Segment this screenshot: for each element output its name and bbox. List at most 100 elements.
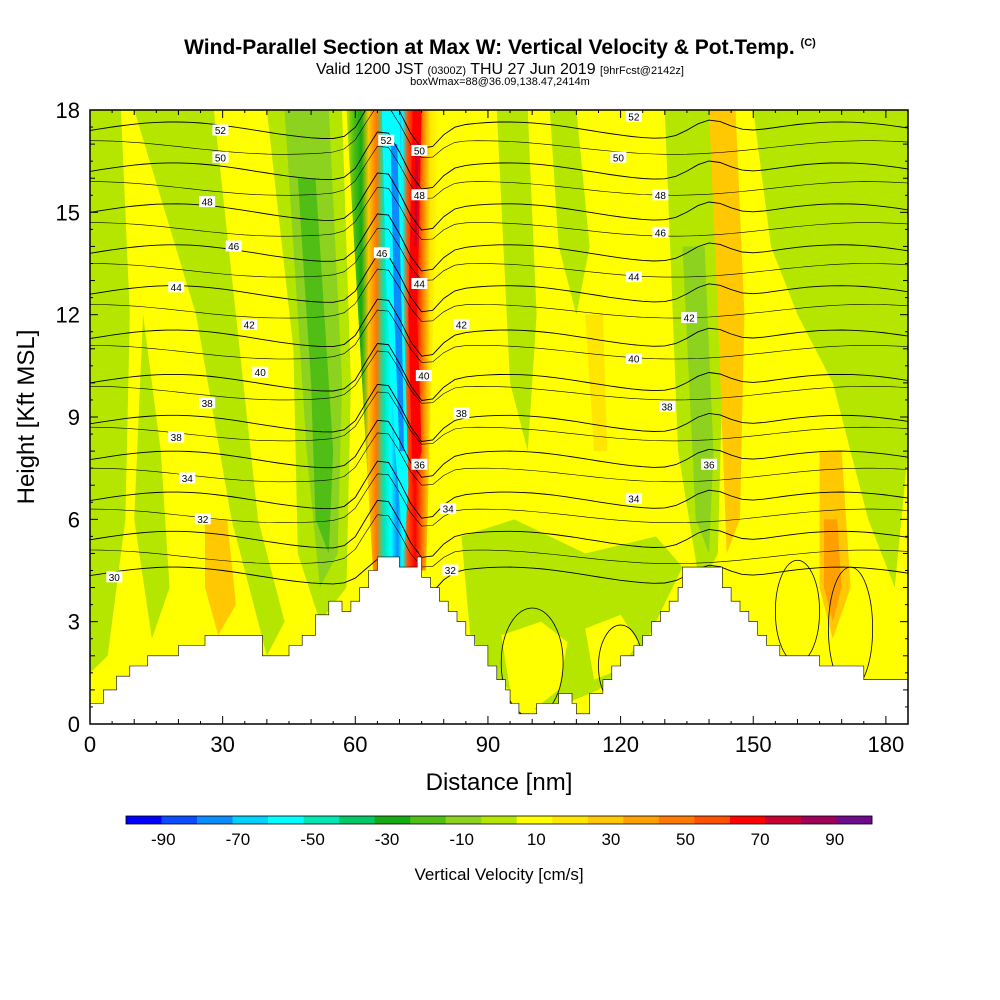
isentrope-label-text: 52 bbox=[381, 136, 393, 147]
isentrope-label-text: 44 bbox=[171, 283, 183, 294]
isentrope bbox=[90, 558, 908, 595]
colorbar-tick-label: 70 bbox=[751, 830, 770, 849]
x-tick-label: 90 bbox=[476, 732, 500, 757]
velocity-field bbox=[90, 110, 908, 724]
copyright-mark: (C) bbox=[800, 37, 816, 49]
chart-title: Wind-Parallel Section at Max W: Vertical… bbox=[0, 36, 1000, 60]
isentrope-minor bbox=[90, 309, 908, 363]
isentrope-label: 42 bbox=[241, 318, 258, 331]
colorbar-tick-label: 90 bbox=[825, 830, 844, 849]
colorbar: -90 -70 -50 -30 -10 10 30 50 70 90 bbox=[125, 815, 873, 849]
isentrope-label: 40 bbox=[252, 366, 269, 379]
velocity-region bbox=[501, 621, 568, 711]
isentrope-label-bg bbox=[194, 513, 211, 525]
colorbar-tick-label: 30 bbox=[601, 830, 620, 849]
velocity-region bbox=[297, 178, 334, 554]
isentrope-label-bg bbox=[225, 240, 242, 252]
isentrope-label: 34 bbox=[179, 472, 196, 485]
isentrope-label-text: 48 bbox=[202, 198, 214, 209]
isentrope-label-text: 42 bbox=[456, 320, 468, 331]
x-tick-label: 30 bbox=[210, 732, 234, 757]
terrain-profile bbox=[90, 556, 908, 724]
velocity-region bbox=[682, 246, 714, 554]
chart-title-text: Wind-Parallel Section at Max W: Vertical… bbox=[184, 36, 795, 59]
isentrope-label-bg bbox=[652, 226, 669, 238]
isentrope-label: 38 bbox=[453, 407, 470, 420]
isentrope-label-text: 34 bbox=[443, 505, 455, 516]
isentrope-label-text: 52 bbox=[628, 112, 640, 123]
isentrope-label-text: 44 bbox=[414, 279, 426, 290]
isentrope-label: 42 bbox=[681, 312, 698, 325]
colorbar-tick-label: -90 bbox=[151, 830, 176, 849]
velocity-region bbox=[496, 110, 537, 452]
isentrope-minor bbox=[90, 350, 908, 404]
colorbar-swatch bbox=[800, 816, 837, 824]
isentrope-minor bbox=[90, 391, 908, 445]
colorbar-swatch bbox=[339, 816, 375, 824]
isentrope-label-bg bbox=[199, 397, 216, 409]
isentrope-label: 40 bbox=[625, 353, 642, 366]
isentrope-label: 46 bbox=[373, 247, 390, 260]
isentrope-label-bg bbox=[625, 492, 642, 504]
colorbar-swatch bbox=[410, 816, 447, 824]
isentrope-label-text: 46 bbox=[655, 228, 667, 239]
isentrope-label-bg bbox=[453, 318, 470, 330]
colorbar-swatch bbox=[268, 816, 304, 824]
isentrope bbox=[90, 460, 908, 519]
isentrope bbox=[90, 254, 908, 313]
isentrope-label-text: 32 bbox=[445, 566, 457, 577]
chart-subtitle: Valid 1200 JST (0300Z) THU 27 Jun 2019 [… bbox=[0, 61, 1000, 79]
velocity-region bbox=[90, 110, 130, 673]
isentrope-label-bg bbox=[659, 400, 676, 412]
forecast-info: [9hrFcst@2142z] bbox=[600, 65, 684, 77]
isentrope bbox=[90, 343, 908, 401]
isentrope-label: 38 bbox=[659, 400, 676, 413]
y-tick-label: 0 bbox=[68, 712, 80, 737]
isentrope-label-text: 42 bbox=[244, 320, 256, 331]
isentrope-label-text: 38 bbox=[456, 409, 468, 420]
isentrope-label-bg bbox=[411, 189, 428, 201]
velocity-region bbox=[709, 110, 745, 554]
isentrope-label-bg bbox=[411, 144, 428, 156]
isentrope-label-text: 44 bbox=[628, 273, 640, 284]
isentrope-label-text: 36 bbox=[414, 460, 426, 471]
isentrope-label: 42 bbox=[453, 318, 470, 331]
colorbar-swatch bbox=[232, 816, 269, 824]
isentrope-label-text: 46 bbox=[376, 249, 388, 260]
isentrope-minor bbox=[90, 473, 908, 527]
core-streak bbox=[390, 144, 404, 452]
colorbar-swatch bbox=[729, 816, 766, 824]
isentrope-label-text: 38 bbox=[202, 399, 214, 410]
isentrope-label-bg bbox=[652, 189, 669, 201]
isentrope bbox=[90, 131, 908, 190]
isentrope-label: 48 bbox=[652, 189, 669, 202]
x-tick-label: 60 bbox=[343, 732, 367, 757]
isentrope bbox=[90, 419, 908, 478]
isentrope-label-bg bbox=[199, 196, 216, 208]
colorbar-frame bbox=[125, 815, 873, 825]
isentrope-label-text: 40 bbox=[255, 368, 267, 379]
colorbar-swatch bbox=[552, 816, 589, 824]
isentrope-label-text: 48 bbox=[655, 191, 667, 202]
x-axis-label: Distance [nm] bbox=[426, 769, 573, 796]
colorbar-label: Vertical Velocity [cm/s] bbox=[414, 865, 583, 884]
isentrope-label-bg bbox=[610, 151, 627, 163]
isentrope-label-bg bbox=[681, 312, 698, 324]
isentrope-label: 50 bbox=[610, 151, 627, 164]
isentrope bbox=[90, 499, 908, 558]
isentrope-label-bg bbox=[411, 277, 428, 289]
colorbar-swatch bbox=[374, 816, 411, 824]
isentrope-label: 52 bbox=[625, 110, 642, 123]
y-tick-label: 18 bbox=[56, 98, 80, 123]
isentrope-label: 46 bbox=[225, 240, 242, 253]
isentrope-label-bg bbox=[168, 431, 185, 443]
y-tick-label: 3 bbox=[68, 610, 80, 635]
x-tick-label: 0 bbox=[84, 732, 96, 757]
isentrope-label: 44 bbox=[625, 271, 642, 284]
isentrope-label-text: 34 bbox=[628, 494, 640, 505]
isentrope-label: 32 bbox=[194, 513, 211, 526]
colorbar-tick-label: -70 bbox=[226, 830, 251, 849]
colorbar-swatch bbox=[161, 816, 198, 824]
isentrope-label-text: 38 bbox=[171, 433, 183, 444]
isentrope-label-text: 30 bbox=[109, 573, 121, 584]
